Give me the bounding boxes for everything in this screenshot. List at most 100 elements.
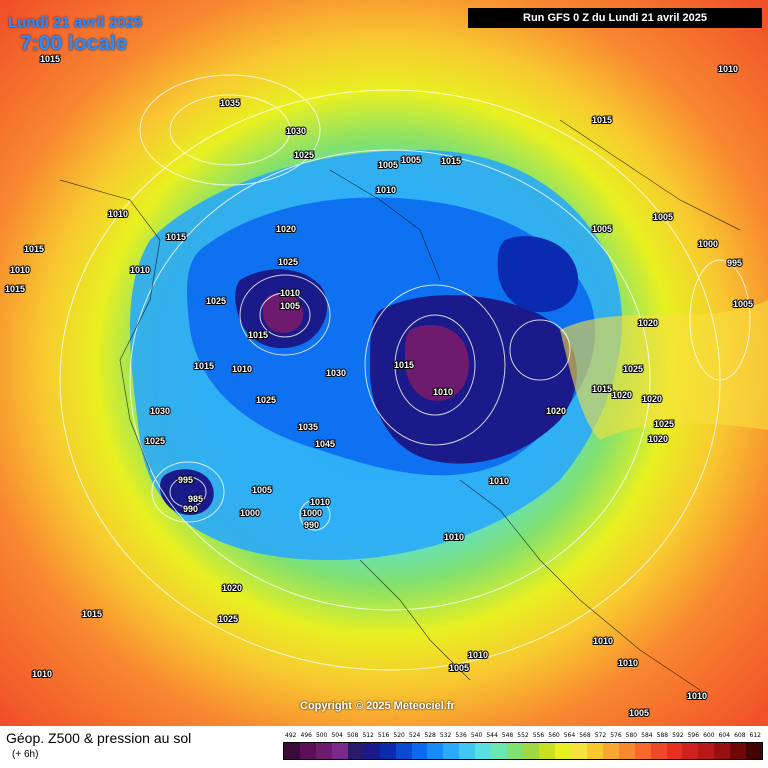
geopotential-map: 1015 1035 1030 1025 1010 1005 1015 1010 … bbox=[0, 0, 768, 726]
low-center-north bbox=[497, 236, 579, 313]
time-title: 7:00 locale bbox=[20, 32, 128, 55]
legend-tick: 588 bbox=[656, 732, 669, 739]
pressure-label: 1010 bbox=[310, 497, 330, 507]
legend-tick: 492 bbox=[285, 732, 297, 739]
low-center-core bbox=[405, 325, 469, 401]
pressure-label: 1035 bbox=[298, 422, 318, 432]
legend-swatch bbox=[698, 743, 715, 759]
pressure-label: 1015 bbox=[248, 330, 268, 340]
pressure-label: 1005 bbox=[733, 299, 753, 309]
pressure-label: 1020 bbox=[642, 394, 662, 404]
legend-ticks: 492 496 500 504 508 512 516 520 524 528 532 536 540 5… bbox=[283, 732, 763, 742]
legend-swatch bbox=[475, 743, 492, 759]
pressure-label: 1000 bbox=[240, 508, 260, 518]
legend-tick: 560 bbox=[548, 732, 560, 739]
pressure-label: 1025 bbox=[294, 150, 314, 160]
pressure-label: 1020 bbox=[648, 434, 668, 444]
legend-tick: 520 bbox=[393, 732, 405, 739]
pressure-label: 1015 bbox=[441, 156, 461, 166]
legend-tick: 584 bbox=[641, 732, 653, 739]
coastlines bbox=[59, 119, 741, 691]
legend-tick: 504 bbox=[331, 732, 343, 739]
legend-swatch bbox=[730, 743, 747, 759]
pressure-label: 1010 bbox=[108, 209, 128, 219]
legend-tick: 572 bbox=[594, 732, 607, 739]
legend-swatch bbox=[299, 743, 316, 759]
legend-tick: 512 bbox=[362, 732, 374, 739]
legend-swatch bbox=[602, 743, 619, 759]
pressure-label: 1025 bbox=[145, 436, 165, 446]
legend-tick: 508 bbox=[346, 732, 359, 739]
pressure-label: 1025 bbox=[278, 257, 298, 267]
low-center-west-core bbox=[262, 293, 304, 333]
pressure-label: 1005 bbox=[252, 485, 272, 495]
pressure-label: 1025 bbox=[654, 419, 674, 429]
date-title: Lundi 21 avril 2025 bbox=[8, 14, 143, 31]
legend-swatch bbox=[507, 743, 524, 759]
legend-tick: 604 bbox=[718, 732, 731, 739]
pressure-label: 1010 bbox=[376, 185, 396, 195]
pressure-label: 1015 bbox=[24, 244, 44, 254]
pressure-label: 1025 bbox=[206, 296, 226, 306]
legend-swatch bbox=[395, 743, 412, 759]
pressure-label: 1015 bbox=[592, 384, 612, 394]
pressure-label: 1005 bbox=[653, 212, 673, 222]
legend-tick: 600 bbox=[703, 732, 715, 739]
legend-swatch bbox=[363, 743, 380, 759]
legend-tick: 612 bbox=[749, 732, 761, 739]
pressure-label: 1010 bbox=[489, 476, 509, 486]
legend-swatch bbox=[347, 743, 364, 759]
legend-swatch bbox=[634, 743, 651, 759]
run-info: Run GFS 0 Z du Lundi 21 avril 2025 bbox=[468, 8, 762, 28]
legend-swatch bbox=[315, 743, 332, 759]
pressure-label: 1010 bbox=[232, 364, 252, 374]
legend-tick: 544 bbox=[486, 732, 498, 739]
pressure-label: 1005 bbox=[378, 160, 398, 170]
pressure-label: 1015 bbox=[394, 360, 414, 370]
legend-swatch bbox=[379, 743, 396, 759]
pressure-label: 1010 bbox=[130, 265, 150, 275]
legend-swatch bbox=[586, 743, 603, 759]
footer: Géop. Z500 & pression au sol (+ 6h) 492 4… bbox=[0, 726, 768, 768]
pressure-label: 1030 bbox=[326, 368, 346, 378]
legend-swatch bbox=[682, 743, 699, 759]
legend-swatch bbox=[554, 743, 571, 759]
pressure-label: 1010 bbox=[444, 532, 464, 542]
pressure-label: 1010 bbox=[718, 64, 738, 74]
pressure-label: 990 bbox=[304, 520, 319, 530]
pressure-label: 1010 bbox=[10, 265, 30, 275]
pressure-label: 1010 bbox=[468, 650, 488, 660]
pressure-label: 1005 bbox=[449, 663, 469, 673]
pressure-label: 1045 bbox=[315, 439, 335, 449]
legend-bar bbox=[283, 742, 763, 760]
legend-swatch bbox=[411, 743, 428, 759]
legend-swatch bbox=[746, 743, 763, 759]
legend-swatch bbox=[459, 743, 476, 759]
pressure-label: 1015 bbox=[194, 361, 214, 371]
legend-tick: 552 bbox=[517, 732, 529, 739]
forecast-step: (+ 6h) bbox=[12, 749, 39, 760]
pressure-label: 1010 bbox=[433, 387, 453, 397]
legend-tick: 540 bbox=[470, 732, 483, 739]
pressure-label: 985 bbox=[188, 494, 203, 504]
legend-tick: 592 bbox=[672, 732, 684, 739]
color-legend: 492 496 500 504 508 512 516 520 524 528 532 536 540 5… bbox=[283, 732, 763, 760]
legend-tick: 528 bbox=[424, 732, 436, 739]
legend-tick: 516 bbox=[377, 732, 390, 739]
legend-tick: 532 bbox=[439, 732, 452, 739]
pressure-label: 1030 bbox=[150, 406, 170, 416]
legend-swatch bbox=[523, 743, 539, 759]
pressure-label: 1015 bbox=[40, 54, 60, 64]
pressure-label: 990 bbox=[183, 504, 198, 514]
legend-swatch bbox=[650, 743, 667, 759]
pressure-label: 1000 bbox=[302, 508, 322, 518]
legend-tick: 568 bbox=[579, 732, 591, 739]
parameter-title: Géop. Z500 & pression au sol bbox=[6, 730, 192, 746]
legend-swatch bbox=[666, 743, 683, 759]
pressure-label: 1020 bbox=[222, 583, 242, 593]
legend-swatch bbox=[443, 743, 460, 759]
pressure-label: 995 bbox=[178, 475, 193, 485]
pressure-label: 995 bbox=[727, 258, 742, 268]
copyright: Copyright © 2025 Meteociel.fr bbox=[300, 700, 455, 712]
